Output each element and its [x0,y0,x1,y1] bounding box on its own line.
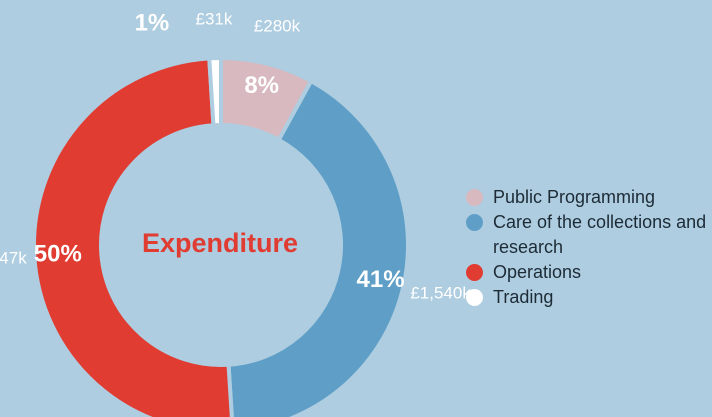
value-label: 8% [244,72,279,99]
legend-swatch [466,214,483,231]
value-label: 41% [357,266,405,293]
donut-segment [207,55,223,128]
legend-item: Care of the collections and research [466,210,712,260]
legend-swatch [466,289,483,306]
legend-swatch [466,264,483,281]
value-label: 50% [34,241,82,268]
amount-label: £31k [195,10,232,29]
legend: Public Programming Care of the collection… [466,185,712,310]
chart-title: Expenditure [142,228,298,258]
value-label: 1% [135,9,170,36]
legend-label: Trading [493,287,554,307]
legend-item: Operations [466,260,712,285]
legend-label: Operations [493,262,582,282]
legend-item: Trading [466,285,712,310]
legend-swatch [466,189,483,206]
donut-segment [226,78,410,417]
amount-label: £280k [254,17,301,36]
legend-label: Care of the collections and research [493,212,707,257]
legend-item: Public Programming [466,185,712,210]
amount-label: £1,847k [0,249,27,268]
legend-label: Public Programming [493,187,656,207]
donut-segment [32,56,234,417]
amount-label: £1,540k [410,284,471,303]
